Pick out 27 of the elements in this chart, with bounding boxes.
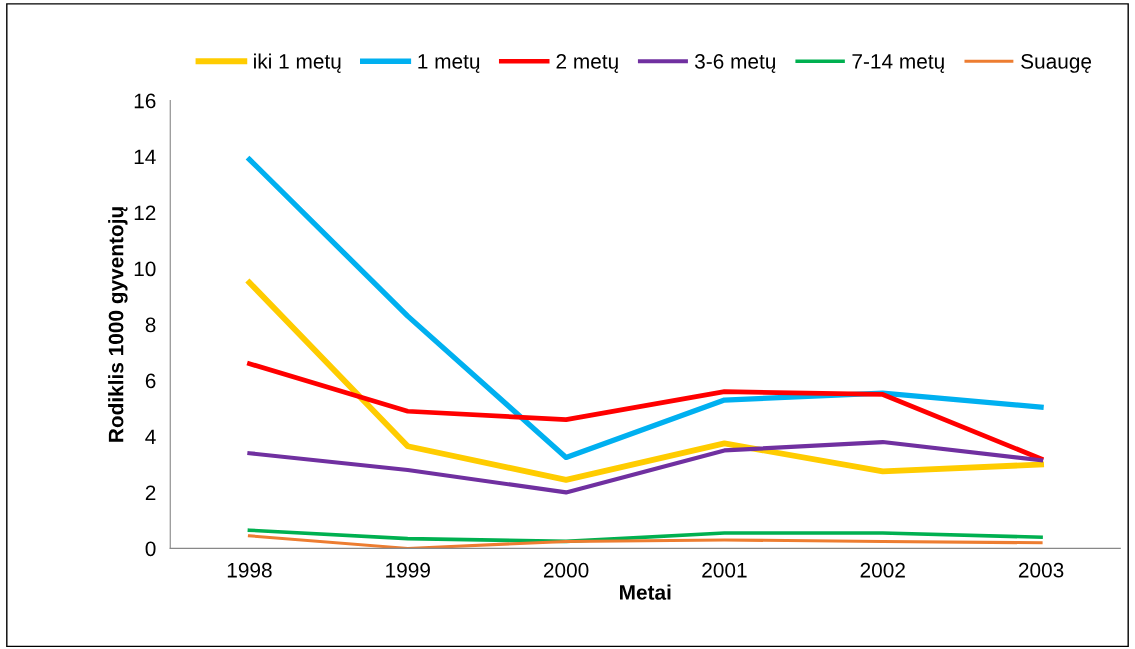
legend-label: iki 1 metų	[254, 53, 341, 73]
line-series	[247, 439, 1044, 495]
x-tick-label: 2002	[860, 562, 905, 578]
y-tick-label: 6	[145, 373, 156, 389]
y-tick-label: 2	[145, 485, 156, 500]
line-series	[247, 361, 1044, 462]
x-axis-title: Metai	[620, 584, 671, 600]
y-tick-label: 4	[145, 429, 156, 444]
legend-label: 7-14 metų	[852, 54, 945, 73]
legend-label: 3-6 metų	[694, 54, 776, 73]
x-tick-label: 2000	[543, 562, 589, 578]
y-tick-label: 16	[134, 93, 156, 109]
y-tick-label: 12	[134, 205, 156, 221]
legend-label: 2 metų	[556, 54, 619, 73]
x-tick-label: 2001	[702, 562, 747, 578]
y-tick-label: 0	[145, 541, 156, 557]
line-series	[247, 528, 1043, 544]
y-tick-label: 14	[134, 149, 156, 165]
x-tick-label: 1999	[386, 562, 430, 578]
line-series	[247, 534, 1043, 549]
x-tick-label: 1998	[227, 562, 272, 578]
y-tick-label: 8	[145, 317, 156, 333]
y-axis-title: Rodiklis 1000 gyventojų	[108, 207, 128, 442]
x-tick-label: 2003	[1018, 562, 1064, 578]
legend-label: Suaugę	[1021, 54, 1092, 73]
legend-label: 1 metų	[418, 54, 480, 73]
y-tick-label: 10	[134, 261, 156, 277]
